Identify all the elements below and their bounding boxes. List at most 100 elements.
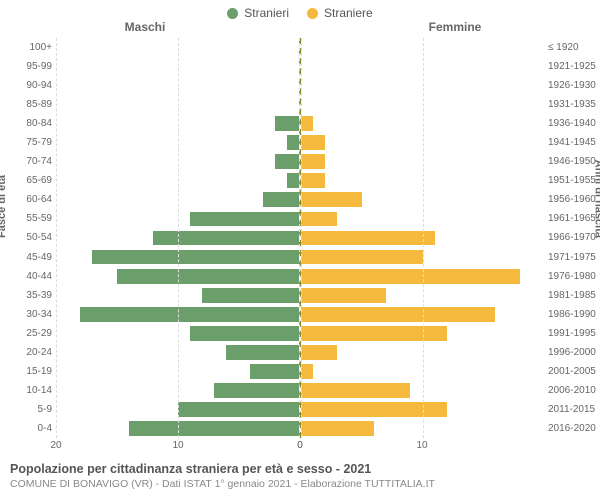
birth-year-label: 1921-1925	[548, 57, 600, 76]
bar-male	[287, 173, 299, 188]
age-label: 45-49	[0, 248, 52, 267]
age-label: 35-39	[0, 286, 52, 305]
bar-row-male	[56, 400, 299, 419]
age-label: 10-14	[0, 381, 52, 400]
x-axis-left: 20100	[56, 438, 300, 456]
age-label: 30-34	[0, 305, 52, 324]
bar-row-female	[301, 305, 544, 324]
caption-title: Popolazione per cittadinanza straniera p…	[10, 462, 590, 476]
birth-year-labels: ≤ 19201921-19251926-19301931-19351936-19…	[544, 38, 600, 438]
x-tick: 10	[416, 440, 427, 451]
bar-row-female	[301, 267, 544, 286]
bar-male	[153, 231, 299, 246]
age-label: 25-29	[0, 324, 52, 343]
legend-swatch-male	[227, 8, 238, 19]
age-bracket-labels: 100+95-9990-9485-8980-8475-7970-7465-696…	[0, 38, 56, 438]
bar-female	[301, 173, 325, 188]
bar-row-male	[56, 133, 299, 152]
age-label: 90-94	[0, 76, 52, 95]
birth-year-label: 1986-1990	[548, 305, 600, 324]
legend-item-male: Stranieri	[227, 6, 289, 20]
birth-year-label: 2016-2020	[548, 419, 600, 438]
bar-row-male	[56, 324, 299, 343]
bar-female	[301, 116, 313, 131]
bar-row-female	[301, 133, 544, 152]
bar-row-female	[301, 209, 544, 228]
age-label: 85-89	[0, 95, 52, 114]
bar-female	[301, 231, 435, 246]
bar-row-male	[56, 419, 299, 438]
birth-year-label: 1941-1945	[548, 133, 600, 152]
bar-female	[301, 250, 423, 265]
bar-male	[92, 250, 299, 265]
bar-male	[275, 116, 299, 131]
legend-label-female: Straniere	[324, 6, 373, 20]
bar-row-female	[301, 171, 544, 190]
birth-year-label: 1991-1995	[548, 324, 600, 343]
bar-male	[250, 364, 299, 379]
bar-female	[301, 307, 495, 322]
bar-row-male	[56, 209, 299, 228]
bar-row-female	[301, 114, 544, 133]
age-label: 80-84	[0, 114, 52, 133]
bar-row-male	[56, 171, 299, 190]
bar-row-female	[301, 76, 544, 95]
bar-male	[275, 154, 299, 169]
bar-row-female	[301, 286, 544, 305]
bar-row-male	[56, 152, 299, 171]
legend-label-male: Stranieri	[244, 6, 289, 20]
bar-row-female	[301, 38, 544, 57]
header-male: Maschi	[0, 20, 290, 34]
bar-male	[117, 269, 299, 284]
bar-female	[301, 383, 410, 398]
birth-year-label: 1936-1940	[548, 114, 600, 133]
bar-female	[301, 364, 313, 379]
caption: Popolazione per cittadinanza straniera p…	[0, 456, 600, 492]
bar-row-female	[301, 248, 544, 267]
bars-area	[56, 38, 544, 438]
bar-row-male	[56, 362, 299, 381]
bar-row-female	[301, 324, 544, 343]
bar-row-female	[301, 228, 544, 247]
bar-row-male	[56, 305, 299, 324]
population-pyramid-chart: Stranieri Straniere Maschi Femmine Fasce…	[0, 0, 600, 500]
bar-row-male	[56, 286, 299, 305]
legend: Stranieri Straniere	[0, 0, 600, 20]
header-female: Femmine	[310, 20, 600, 34]
y-axis-label-left: Fasce di età	[0, 175, 8, 238]
x-axis: 20100 0 10	[0, 438, 600, 456]
bar-row-male	[56, 381, 299, 400]
x-tick: 0	[297, 440, 303, 451]
bar-male	[190, 212, 299, 227]
bar-male	[190, 326, 299, 341]
bar-female	[301, 402, 447, 417]
bar-female	[301, 345, 337, 360]
bar-row-male	[56, 38, 299, 57]
bar-row-male	[56, 343, 299, 362]
bar-male	[214, 383, 299, 398]
female-bars	[301, 38, 544, 438]
bar-male	[80, 307, 299, 322]
bar-male	[129, 421, 299, 436]
age-label: 95-99	[0, 57, 52, 76]
age-label: 75-79	[0, 133, 52, 152]
bar-row-male	[56, 114, 299, 133]
bar-row-male	[56, 95, 299, 114]
bar-male	[178, 402, 300, 417]
bar-female	[301, 269, 520, 284]
age-label: 15-19	[0, 362, 52, 381]
bar-female	[301, 421, 374, 436]
x-axis-right: 0 10	[300, 438, 544, 456]
birth-year-label: 1976-1980	[548, 267, 600, 286]
birth-year-label: 1971-1975	[548, 248, 600, 267]
bar-female	[301, 212, 337, 227]
bar-row-male	[56, 248, 299, 267]
bar-row-female	[301, 57, 544, 76]
bar-row-female	[301, 152, 544, 171]
age-label: 40-44	[0, 267, 52, 286]
birth-year-label: 1996-2000	[548, 343, 600, 362]
bar-row-male	[56, 57, 299, 76]
age-label: 0-4	[0, 419, 52, 438]
y-axis-label-right: Anni di nascita	[592, 160, 600, 238]
caption-subtitle: COMUNE DI BONAVIGO (VR) - Dati ISTAT 1° …	[10, 478, 590, 490]
